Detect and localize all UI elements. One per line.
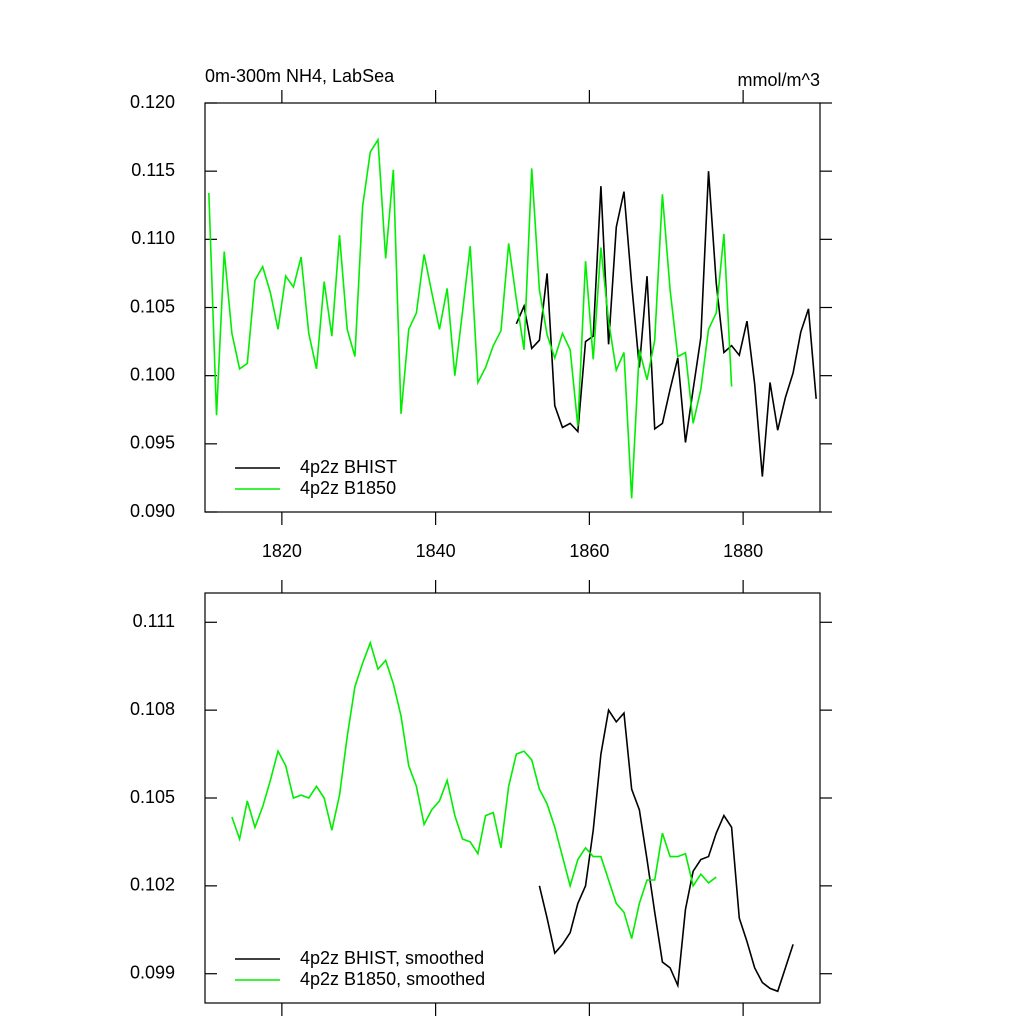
x-tick-label: 1820 [262, 541, 302, 561]
y-tick-label: 0.090 [130, 501, 175, 521]
units-label: mmol/m^3 [738, 70, 820, 90]
chart-title: 0m-300m NH4, LabSea [205, 66, 395, 86]
y-tick-label: 0.102 [130, 875, 175, 895]
y-tick-label: 0.100 [130, 364, 175, 384]
series-line [231, 640, 717, 939]
y-tick-label: 0.099 [130, 962, 175, 982]
y-tick-label: 0.095 [130, 433, 175, 453]
series-line [538, 708, 794, 993]
series-line [208, 137, 733, 499]
y-tick-label: 0.120 [130, 92, 175, 112]
x-tick-label: 1880 [723, 541, 763, 561]
series-line [515, 171, 817, 477]
legend-label: 4p2z BHIST, smoothed [300, 948, 484, 968]
y-tick-label: 0.108 [130, 699, 175, 719]
y-tick-label: 0.115 [131, 160, 175, 180]
legend-label: 4p2z B1850 [300, 478, 396, 498]
y-tick-label: 0.105 [130, 296, 175, 316]
y-tick-label: 0.111 [133, 611, 175, 631]
x-tick-label: 1860 [569, 541, 609, 561]
y-tick-label: 0.105 [130, 787, 175, 807]
y-tick-label: 0.110 [131, 228, 175, 248]
legend-label: 4p2z BHIST [300, 457, 397, 477]
legend-label: 4p2z B1850, smoothed [300, 969, 485, 989]
x-tick-label: 1840 [416, 541, 456, 561]
